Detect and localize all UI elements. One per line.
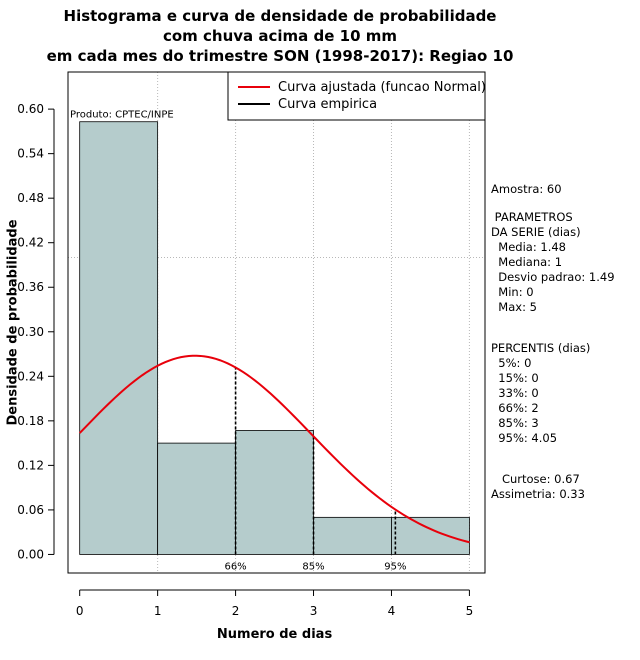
series-parameters: PARAMETROS DA SERIE (dias) Media: 1.48 M…	[491, 210, 615, 315]
percentile-line: 15%: 0	[491, 371, 539, 385]
percentile-line: PERCENTIS (dias)	[491, 341, 591, 355]
param-line: Min: 0	[491, 285, 534, 299]
y-tick-label: 0.42	[17, 236, 44, 250]
y-tick-label: 0.36	[17, 280, 44, 294]
sample-size: Amostra: 60	[491, 182, 562, 196]
param-line: DA SERIE (dias)	[491, 225, 581, 239]
axes-layer: 0 1 2 3 4 5 0.00 0.06 0.12 0.18 0.24 0.30 0.36 0.42 0.…	[17, 102, 473, 618]
y-tick-label: 0.00	[17, 547, 44, 561]
y-tick-label: 0.30	[17, 325, 44, 339]
skewness-line: Assimetria: 0.33	[491, 487, 585, 501]
legend-entry-empirical: Curva empirica	[278, 97, 377, 112]
param-line: Media: 1.48	[491, 240, 566, 254]
x-tick-label: 0	[76, 604, 84, 618]
percentile-line: 95%: 4.05	[491, 431, 558, 445]
kurtosis-line: Curtose: 0.67	[491, 472, 580, 486]
normal-fit-curve	[78, 354, 470, 544]
percentile-line: 85%: 3	[491, 416, 539, 430]
histogram-bar	[157, 442, 236, 555]
y-tick-label: 0.54	[17, 147, 44, 161]
x-tick-label: 3	[310, 604, 318, 618]
y-tick-label: 0.06	[17, 503, 44, 517]
percentile-line: 5%: 0	[491, 356, 532, 370]
bars-layer	[79, 121, 470, 555]
percentile-line: 66%: 2	[491, 401, 539, 415]
param-line: Max: 5	[491, 300, 537, 314]
legend-box	[227, 71, 486, 121]
x-tick-label: 2	[232, 604, 240, 618]
percentile-marker-label: 66%	[224, 561, 246, 572]
percentile-marker-label: 85%	[302, 561, 324, 572]
y-tick-label: 0.48	[17, 191, 44, 205]
x-tick-label: 1	[154, 604, 162, 618]
legend: Curva ajustada (funcao Normal) Curva emp…	[227, 71, 486, 121]
percentile-line: 33%: 0	[491, 386, 539, 400]
param-line: PARAMETROS	[491, 210, 573, 224]
percentiles-panel: PERCENTIS (dias) 5%: 0 15%: 0 33%: 0 66%…	[491, 341, 590, 446]
shape-stats: Curtose: 0.67 Assimetria: 0.33	[491, 472, 585, 502]
y-axis-label: Densidade de probabilidade	[6, 219, 21, 425]
histogram-bar	[235, 430, 314, 555]
x-tick-label: 4	[388, 604, 396, 618]
y-tick-label: 0.18	[17, 414, 44, 428]
percentile-markers: 66% 85% 95%	[224, 367, 406, 572]
chart-title-line-1: Histograma e curva de densidade de proba…	[63, 7, 497, 25]
histogram-bar	[313, 516, 392, 555]
chart-title-line-2: com chuva acima de 10 mm	[162, 27, 398, 45]
product-label: Produto: CPTEC/INPE	[70, 110, 174, 121]
x-axis-label: Numero de dias	[217, 627, 333, 642]
legend-entry-normal: Curva ajustada (funcao Normal)	[278, 80, 486, 95]
y-tick-label: 0.24	[17, 369, 44, 383]
y-tick-label: 0.60	[17, 102, 44, 116]
percentile-marker-label: 95%	[384, 561, 406, 572]
param-line: Desvio padrao: 1.49	[491, 270, 615, 284]
chart-title-line-3: em cada mes do trimestre SON (1998-2017)…	[46, 47, 514, 65]
param-line: Mediana: 1	[491, 255, 563, 269]
x-tick-label: 5	[466, 604, 474, 618]
histogram-bar	[79, 121, 159, 555]
y-tick-label: 0.12	[17, 458, 44, 472]
curve-layer	[78, 354, 470, 544]
histogram-bar	[391, 516, 470, 555]
